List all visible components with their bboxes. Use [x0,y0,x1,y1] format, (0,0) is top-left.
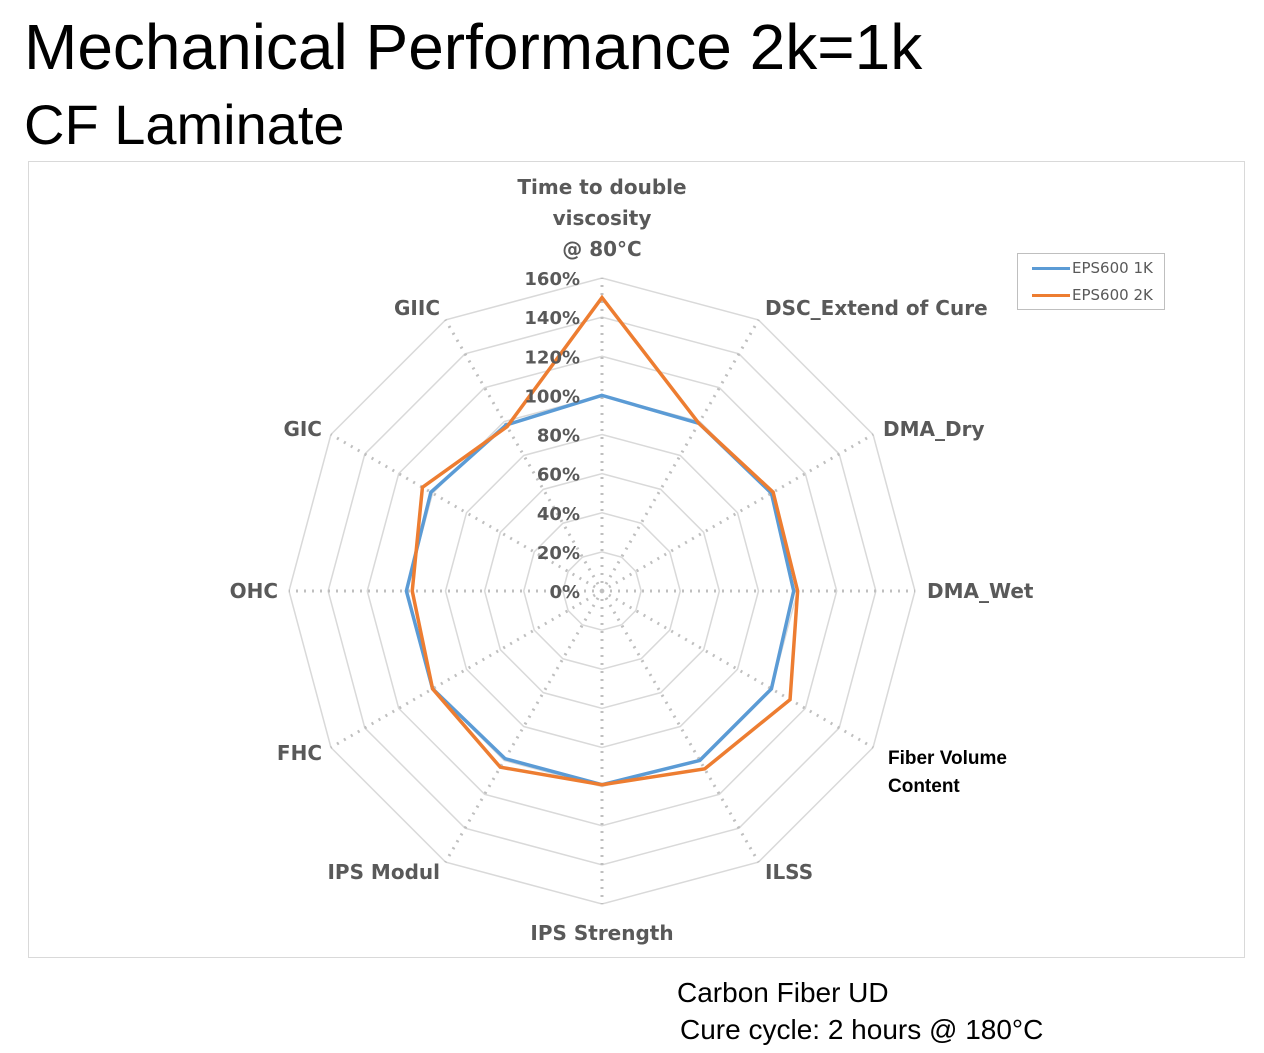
grid-ring [562,551,642,631]
axis-label: OHC [230,579,278,603]
footnote-cure-cycle: Cure cycle: 2 hours @ 180°C [680,1014,1044,1045]
radial-tick-label: 40% [537,504,580,525]
radial-tick-label: 80% [537,426,580,447]
legend-label-2k: EPS600 2K [1072,286,1153,304]
axis-label: DMA_Dry [883,417,984,441]
grid-ring [366,355,838,827]
axis-label: GIIC [394,296,440,320]
axis-label: GIC [283,417,322,441]
page-title: Mechanical Performance 2k=1k [24,11,923,83]
radial-tick-label: 140% [524,308,580,329]
radial-tick-label: 160% [524,269,580,290]
legend-line-2k [1032,293,1070,297]
radar-spokes [289,278,915,904]
series-line-2k [410,294,800,787]
axis-label: DMA_Wet [927,579,1034,603]
grid-ring [483,472,721,710]
axis-label: Fiber Volume Content [888,748,1007,797]
radial-tick-label: 60% [537,465,580,486]
axis-label: Time to double viscosity @ 80°C [517,175,686,261]
page-subtitle: CF Laminate [24,93,345,156]
legend-label-1k: EPS600 1K [1072,259,1153,277]
legend-line-1k [1032,266,1070,270]
axis-label: DSC_Extend of Cure [765,296,988,320]
radar-series [404,294,800,787]
radial-tick-label: 20% [537,543,580,564]
axis-label: ILSS [765,860,813,884]
grid-ring [444,433,760,749]
legend-item-2k: EPS600 2K [1032,286,1153,304]
grid-ring [522,511,682,671]
radial-tick-labels: 0% 20% 40% 60% 80% 100% 120% 140% 160% [524,269,580,603]
axis-label: FHC [277,741,322,765]
radial-tick-label: 100% [524,386,580,407]
axis-label: IPS Strength [530,921,673,945]
axis-label: IPS Modul [327,860,440,884]
chart-legend: EPS600 1K EPS600 2K [1017,253,1165,310]
radial-tick-label: 120% [524,347,580,368]
axis-labels: Time to double viscosity @ 80°C DSC_Extend … [230,175,1034,945]
footnote-fiber: Carbon Fiber UD [677,977,889,1008]
radial-tick-label: 0% [549,582,580,603]
legend-item-1k: EPS600 1K [1032,259,1153,277]
